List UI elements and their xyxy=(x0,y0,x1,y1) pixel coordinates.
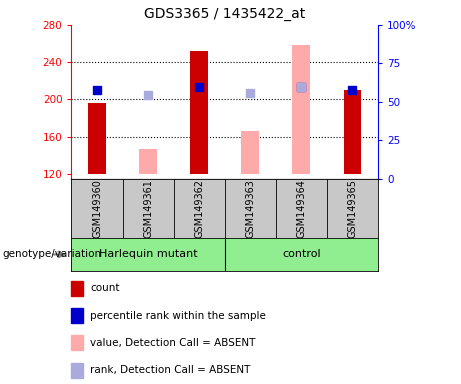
Text: percentile rank within the sample: percentile rank within the sample xyxy=(90,311,266,321)
Point xyxy=(298,84,305,90)
Bar xyxy=(71,281,83,296)
Bar xyxy=(225,238,378,271)
Point xyxy=(144,92,152,98)
Bar xyxy=(343,90,361,174)
Text: GSM149362: GSM149362 xyxy=(194,179,204,238)
Point xyxy=(349,87,356,93)
Bar xyxy=(71,363,83,378)
Bar xyxy=(242,131,259,174)
Bar xyxy=(71,336,83,351)
Point xyxy=(195,84,203,90)
Point xyxy=(298,84,305,90)
Title: GDS3365 / 1435422_at: GDS3365 / 1435422_at xyxy=(144,7,305,21)
Bar xyxy=(190,51,208,174)
Point xyxy=(247,90,254,96)
Bar xyxy=(71,308,83,323)
Text: GSM149363: GSM149363 xyxy=(245,179,255,238)
Bar xyxy=(139,149,157,174)
Text: GSM149364: GSM149364 xyxy=(296,179,307,238)
Text: value, Detection Call = ABSENT: value, Detection Call = ABSENT xyxy=(90,338,255,348)
Text: count: count xyxy=(90,283,119,293)
Text: GSM149361: GSM149361 xyxy=(143,179,153,238)
Text: rank, Detection Call = ABSENT: rank, Detection Call = ABSENT xyxy=(90,365,250,375)
Point xyxy=(93,87,100,93)
Text: GSM149360: GSM149360 xyxy=(92,179,102,238)
Text: Harlequin mutant: Harlequin mutant xyxy=(99,249,197,260)
Bar xyxy=(71,238,225,271)
Bar xyxy=(88,103,106,174)
Text: GSM149365: GSM149365 xyxy=(348,179,357,238)
Bar xyxy=(292,45,310,174)
Text: control: control xyxy=(282,249,321,260)
Text: genotype/variation: genotype/variation xyxy=(2,249,101,260)
